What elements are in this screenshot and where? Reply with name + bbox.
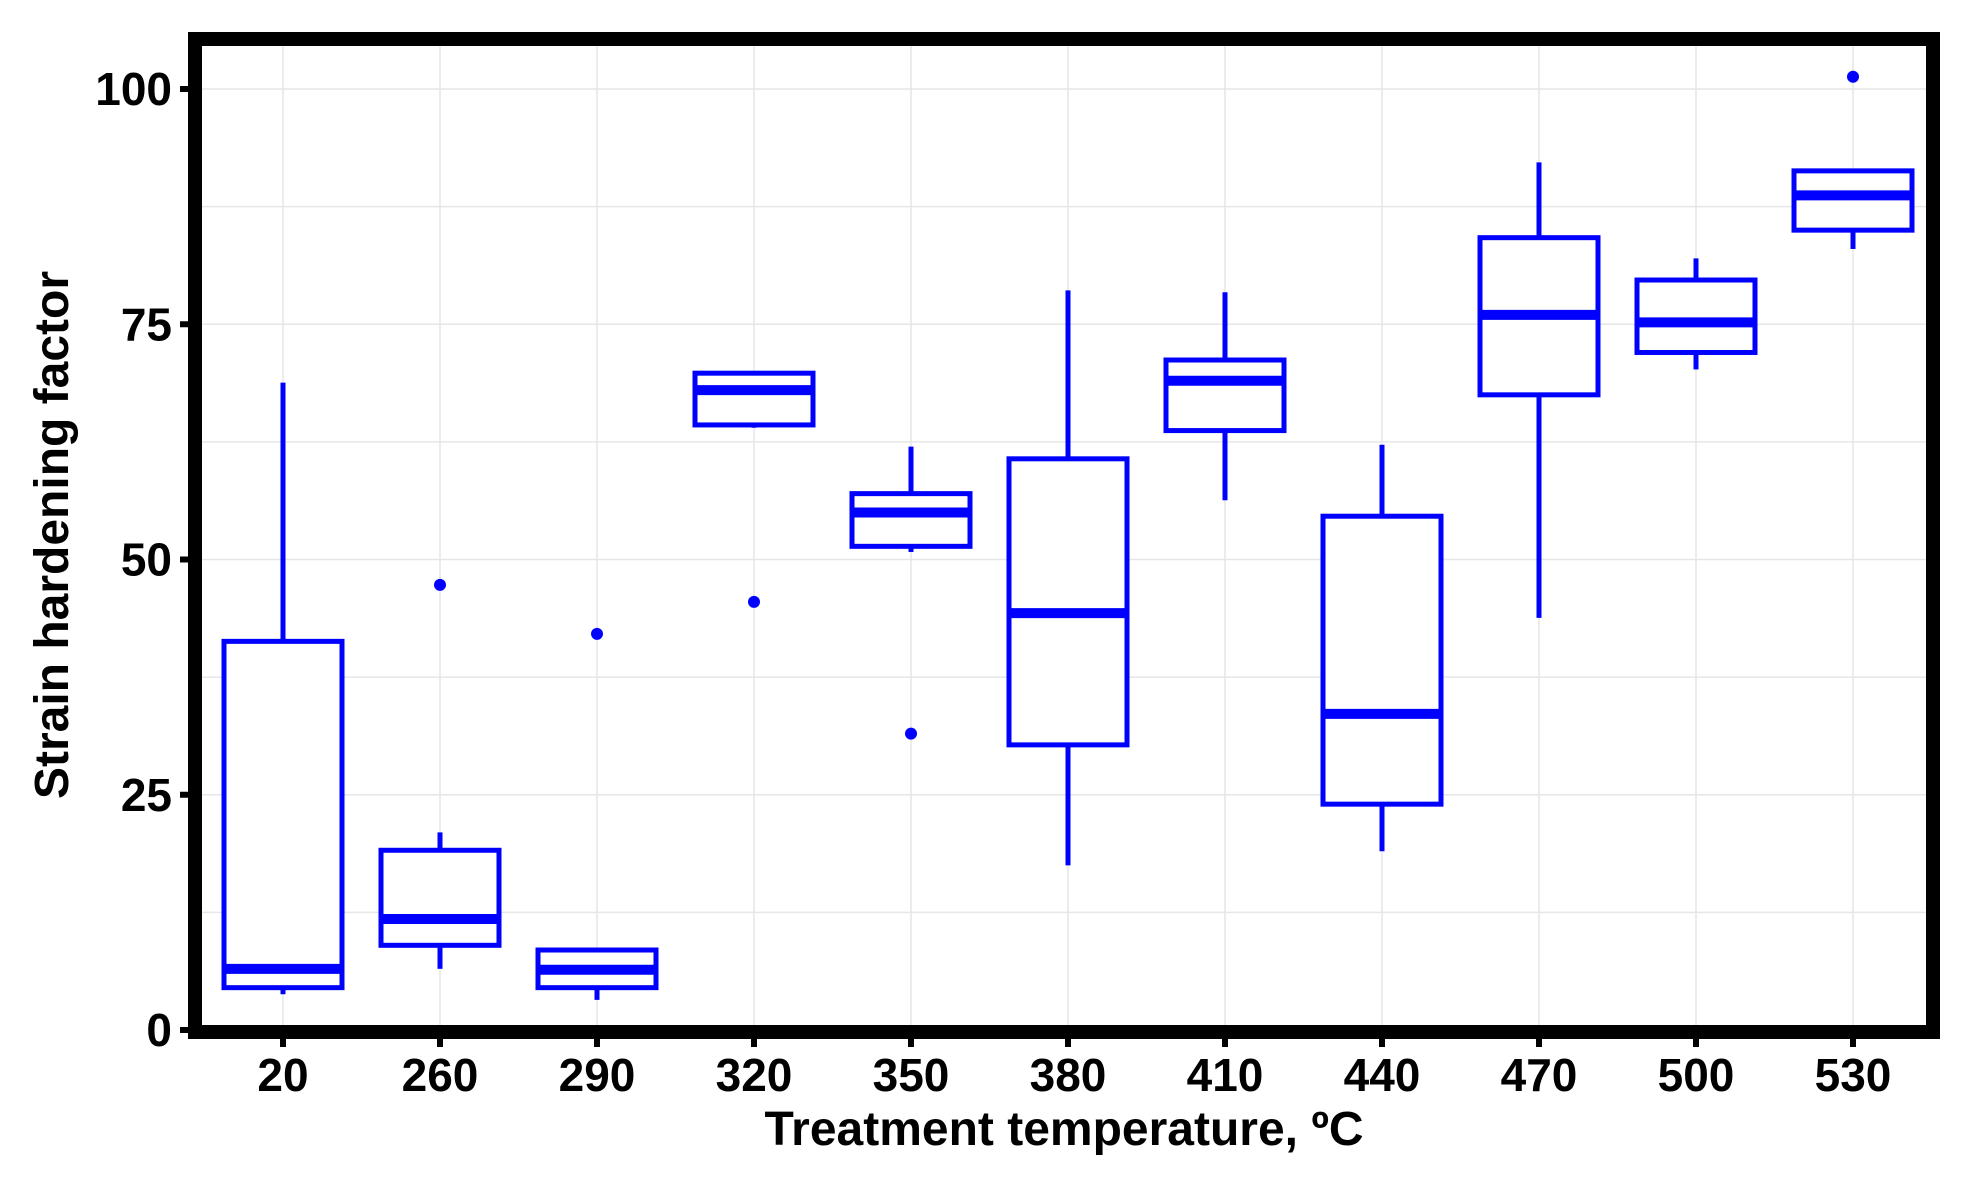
plot-border [188,32,1940,1039]
x-tick-label: 290 [559,1049,636,1101]
x-tick-label: 500 [1658,1049,1735,1101]
x-tick-label: 320 [716,1049,793,1101]
x-tick-label: 350 [873,1049,950,1101]
outlier-point [434,578,446,591]
box-iqr [1163,357,1287,434]
box-440 [1320,444,1444,852]
x-axis: 20 260 290 320 350 380 410 440 470 500 530 [257,1039,1891,1101]
box-290 [535,627,659,1000]
box-350 [849,446,973,740]
y-tick-label: 100 [95,63,172,115]
box-iqr [378,847,502,948]
y-tick-label: 0 [146,1004,172,1056]
box-20 [221,382,345,995]
x-tick-label: 530 [1815,1049,1892,1101]
box-iqr [849,491,973,549]
box-530 [1791,70,1915,249]
y-tick-label: 75 [121,298,172,350]
x-tick-label: 20 [257,1049,308,1101]
box-iqr [221,638,345,991]
outlier-point [591,627,603,640]
box-iqr [1320,513,1444,807]
outlier-point [748,595,760,608]
x-axis-title: Treatment temperature, ºC [764,1103,1363,1156]
box-iqr [692,370,816,428]
y-tick-label: 50 [121,534,172,586]
y-axis-title: Strain hardening factor [26,271,79,799]
x-tick-label: 260 [402,1049,479,1101]
y-axis: 0 25 50 75 100 [95,63,188,1056]
outlier-point [1847,70,1859,83]
box-320 [692,370,816,608]
box-260 [378,578,502,969]
outlier-point [905,727,917,740]
y-tick-label: 25 [121,769,172,821]
x-tick-label: 380 [1030,1049,1107,1101]
box-iqr [1791,168,1915,233]
x-tick-label: 410 [1187,1049,1264,1101]
box-470 [1477,162,1601,618]
box-500 [1634,258,1758,370]
box-iqr [1006,456,1130,748]
x-tick-label: 440 [1344,1049,1421,1101]
x-tick-label: 470 [1501,1049,1578,1101]
box-380 [1006,290,1130,866]
boxes [221,70,1915,1000]
box-410 [1163,292,1287,501]
box-iqr [1634,277,1758,355]
